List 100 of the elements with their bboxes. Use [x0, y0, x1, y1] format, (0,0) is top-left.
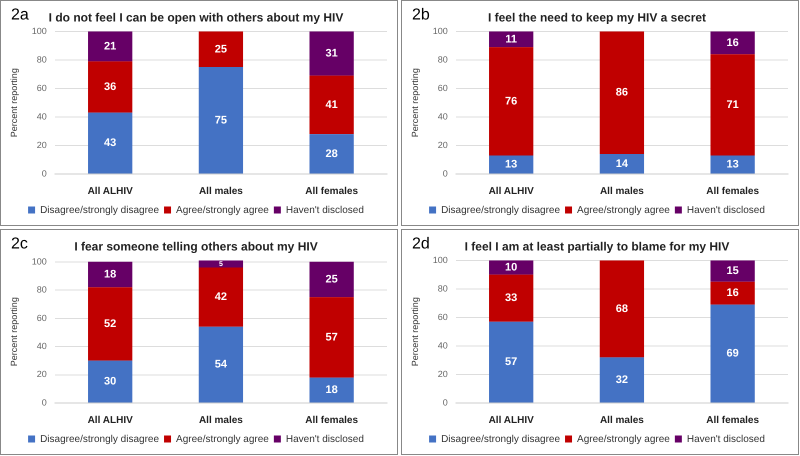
y-axis-title: Percent reporting: [8, 297, 19, 366]
legend-label: Disagree/strongly disagree: [40, 434, 160, 445]
data-label: 15: [726, 265, 739, 278]
bar: [710, 31, 755, 54]
bar: [309, 262, 354, 298]
x-tick-label: All females: [305, 186, 358, 197]
data-label: 42: [214, 291, 228, 304]
chart-title: I fear someone telling others about my HIV: [74, 240, 318, 254]
y-tick-label: 0: [442, 168, 448, 178]
x-tick-label: All ALHIV: [88, 414, 134, 426]
legend-label: Disagree/strongly disagree: [441, 204, 560, 216]
text: 2a: [11, 6, 29, 24]
data-label: 25: [326, 273, 338, 286]
bar: [198, 260, 244, 268]
x-tick-label: All females: [706, 414, 760, 426]
x-tick-label: All females: [305, 414, 358, 426]
bar: [710, 155, 755, 174]
bar: [489, 322, 534, 402]
data-label: 13: [726, 158, 739, 171]
y-tick-label: 20: [438, 140, 448, 150]
x-tick-label: All females: [706, 186, 760, 197]
bar: [198, 31, 244, 68]
bar: [600, 260, 644, 358]
y-tick-label: 40: [438, 111, 448, 122]
data-label: 31: [326, 48, 338, 60]
bar: [309, 297, 354, 378]
bar: [600, 31, 644, 154]
x-tick-label: All males: [198, 414, 244, 426]
data-label: 18: [326, 384, 338, 396]
y-tick-label: 60: [36, 312, 47, 323]
data-label: 18: [104, 268, 116, 281]
bar: [88, 262, 132, 288]
bar: [710, 282, 755, 305]
data-label: 14: [616, 158, 629, 170]
chart-title: I do not feel I can be open with others about my HIV: [48, 10, 344, 25]
legend-label: Disagree/strongly disagree: [40, 204, 160, 216]
legend-label: Disagree/strongly disagree: [441, 434, 560, 445]
y-tick-label: 0: [442, 397, 448, 408]
bar: [710, 54, 755, 156]
bar: [600, 357, 644, 402]
y-tick-label: 60: [438, 312, 448, 322]
legend-label: Agree/strongly agree: [577, 434, 670, 445]
data-label: 41: [326, 98, 338, 111]
y-tick-label: 40: [36, 111, 47, 122]
x-tick-label: All ALHIV: [488, 186, 534, 197]
y-tick-label: 60: [36, 82, 47, 93]
bar: [309, 378, 354, 402]
bar: [198, 326, 244, 402]
y-tick-label: 20: [438, 368, 448, 379]
bar: [88, 287, 132, 361]
bar: [710, 260, 755, 282]
legend-label: Haven't disclosed: [286, 434, 364, 445]
data-label: 10: [505, 262, 518, 274]
y-axis-title: Percent reporting: [410, 297, 420, 366]
data-label: 28: [326, 148, 338, 160]
y-tick-label: 20: [36, 140, 47, 150]
data-label: 43: [104, 137, 116, 150]
data-label: 69: [726, 348, 739, 360]
y-tick-label: 40: [438, 340, 448, 350]
text: 2c: [11, 235, 28, 252]
data-label: 33: [505, 292, 518, 304]
x-tick-label: All ALHIV: [88, 186, 134, 197]
data-label: 13: [505, 158, 518, 171]
data-label: 75: [214, 114, 228, 126]
y-axis-title: Percent reporting: [8, 68, 19, 138]
y-tick-label: 80: [36, 284, 47, 295]
x-tick-label: All males: [198, 186, 244, 197]
legend-label: Haven't disclosed: [686, 204, 765, 216]
y-axis-title: Percent reporting: [410, 68, 420, 138]
x-tick-label: All males: [600, 186, 644, 197]
y-tick-label: 80: [438, 283, 448, 294]
bar: [309, 76, 354, 134]
bar: [88, 61, 132, 113]
y-tick-label: 80: [36, 54, 47, 64]
data-label: 71: [726, 98, 739, 111]
bar: [198, 267, 244, 327]
data-label: 57: [326, 331, 338, 344]
bar: [489, 47, 534, 156]
chart-title: I feel the need to keep my HIV a secret: [488, 10, 706, 25]
bar: [710, 304, 755, 402]
y-tick-label: 100: [32, 256, 47, 266]
legend-label: Agree/strongly agree: [577, 204, 670, 216]
data-label: 86: [616, 86, 628, 99]
chart-title: I feel I am at least partially to blame for my HIV: [464, 240, 730, 254]
bar: [489, 31, 534, 48]
y-tick-label: 0: [42, 397, 47, 408]
bar: [600, 154, 644, 174]
data-label: 21: [104, 40, 116, 52]
legend-label: Haven't disclosed: [686, 434, 765, 445]
data-label: 36: [104, 81, 116, 94]
legend-label: Agree/strongly agree: [176, 434, 270, 445]
bar: [309, 134, 354, 174]
y-tick-label: 60: [438, 82, 448, 93]
x-tick-label: All ALHIV: [488, 414, 534, 426]
text: 2b: [412, 6, 430, 24]
y-tick-label: 100: [432, 26, 448, 36]
data-label: 32: [616, 374, 628, 386]
data-label: 52: [104, 318, 116, 330]
bar: [489, 155, 534, 174]
y-tick-label: 20: [36, 369, 47, 380]
